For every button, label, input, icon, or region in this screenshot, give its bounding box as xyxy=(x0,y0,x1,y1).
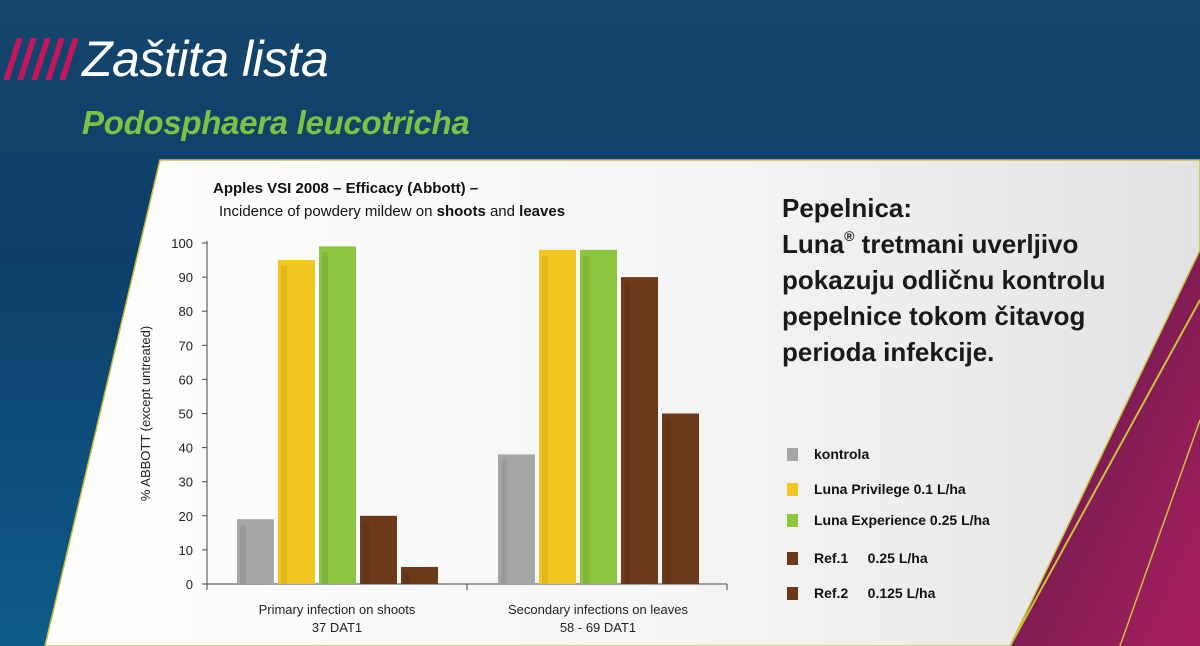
y-tick-label: 80 xyxy=(179,304,193,319)
bar-shade xyxy=(501,460,507,584)
bar-shade xyxy=(281,266,287,584)
y-tick-label: 40 xyxy=(179,441,193,456)
chart-subtitle-and: and xyxy=(485,203,520,220)
headline: Pepelnica: Luna® tretmani uverljivo poka… xyxy=(782,190,1182,370)
legend-swatch xyxy=(787,513,798,527)
y-axis-label: % ABBOTT (except untreated) xyxy=(138,326,153,501)
slide-subtitle: Podosphaera leucotricha xyxy=(82,104,470,141)
headline-line-2: Luna® tretmani uverljivo xyxy=(782,226,1182,262)
y-tick-label: 60 xyxy=(179,372,193,387)
bar-shade xyxy=(624,283,630,584)
y-tick-label: 50 xyxy=(179,407,193,422)
x-category-label: Secondary infections on leaves xyxy=(508,602,688,617)
chart-title: Apples VSI 2008 – Efficacy (Abbott) – xyxy=(213,180,479,197)
legend-label: Ref.1 0.25 L/ha xyxy=(814,550,928,566)
bar-shade xyxy=(404,572,410,584)
y-tick-label: 30 xyxy=(179,475,193,490)
headline-line-4: pepelnice tokom čitavog xyxy=(782,301,1086,331)
headline-line-5: perioda infekcije. xyxy=(782,337,995,367)
bar-shade xyxy=(542,255,548,584)
bar xyxy=(278,260,315,584)
legend-swatch xyxy=(787,551,798,565)
bar-shade xyxy=(665,419,671,584)
chart-subtitle-bold-leaves: leaves xyxy=(519,203,566,220)
bar xyxy=(401,566,438,584)
y-tick-label: 20 xyxy=(179,509,193,524)
legend-item-luna-privilege: Luna Privilege 0.1 L/ha xyxy=(787,479,1067,499)
bar xyxy=(498,454,535,584)
legend-label: Ref.2 0.125 L/ha xyxy=(814,585,936,601)
bar-shade xyxy=(322,252,328,584)
y-tick-label: 100 xyxy=(171,236,193,251)
legend-item-kontrola: kontrola xyxy=(787,444,1067,464)
legend-label: kontrola xyxy=(814,446,870,462)
legend-swatch xyxy=(787,586,798,600)
chart-labels: 0 10 20 30 40 50 60 70 80 90 100 % ABBOTT (except u… xyxy=(138,236,688,635)
legend-item-luna-experience: Luna Experience 0.25 L/ha xyxy=(787,510,1067,530)
bar-shade xyxy=(583,255,589,584)
x-category-sublabel: 58 - 69 DAT1 xyxy=(560,620,636,635)
legend-item-ref1: Ref.1 0.25 L/ha xyxy=(787,548,1067,568)
bar xyxy=(237,519,274,584)
legend-label: Luna Experience 0.25 L/ha xyxy=(814,512,990,528)
x-category-sublabel: 37 DAT1 xyxy=(312,620,362,635)
y-tick-label: 0 xyxy=(186,577,193,592)
headline-line-2-rest: tretmani uverljivo xyxy=(854,229,1079,259)
bar xyxy=(580,249,617,584)
legend-item-ref2: Ref.2 0.125 L/ha xyxy=(787,583,1067,603)
bar xyxy=(662,413,699,584)
headline-line-1: Pepelnica: xyxy=(782,193,913,223)
chart-subtitle: Incidence of powdery mildew on shoots an… xyxy=(219,203,565,220)
bar xyxy=(539,249,576,584)
registered-mark: ® xyxy=(844,228,855,244)
y-tick-label: 90 xyxy=(179,270,193,285)
x-category-label: Primary infection on shoots xyxy=(259,602,416,617)
bar-shade xyxy=(240,525,246,584)
y-tick-label: 70 xyxy=(179,338,193,353)
legend-swatch xyxy=(787,447,798,461)
bar xyxy=(621,277,658,584)
chart-bars xyxy=(237,246,699,584)
bar xyxy=(360,515,397,584)
bar-shade xyxy=(363,521,369,584)
headline-brand: Luna xyxy=(782,229,845,259)
legend-swatch xyxy=(787,482,798,496)
headline-line-3: pokazuju odličnu kontrolu xyxy=(782,265,1106,295)
chart-subtitle-bold-shoots: shoots xyxy=(436,203,486,220)
bar xyxy=(319,246,356,584)
slide-title: Zaštita lista xyxy=(82,31,329,87)
y-tick-label: 10 xyxy=(179,543,193,558)
chart-subtitle-text: Incidence of powdery mildew on xyxy=(219,203,437,220)
legend-label: Luna Privilege 0.1 L/ha xyxy=(814,481,966,497)
